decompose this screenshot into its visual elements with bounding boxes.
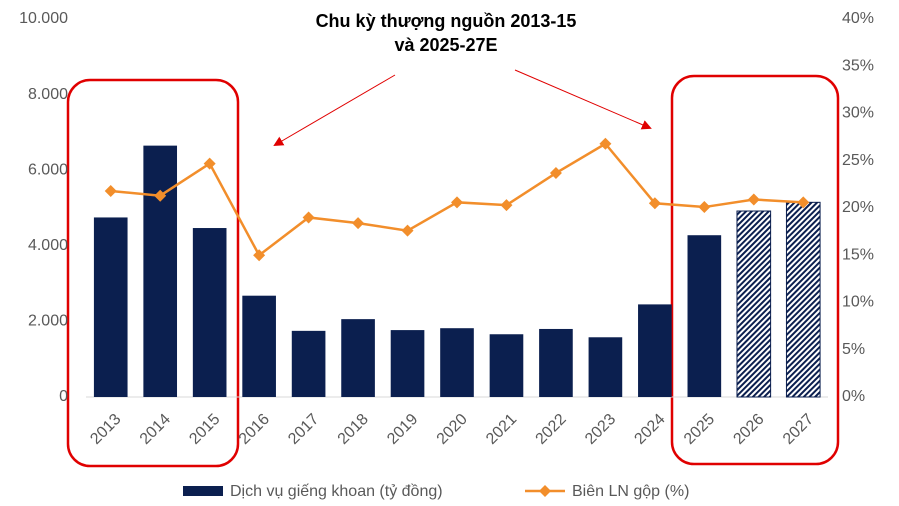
line-marker — [352, 217, 365, 230]
x-tick-label: 2015 — [186, 411, 223, 448]
y2-tick-label: 5% — [842, 341, 865, 358]
line-marker — [302, 211, 315, 224]
x-tick-label: 2020 — [434, 411, 471, 448]
line-marker — [648, 197, 661, 210]
bar — [242, 295, 276, 397]
x-tick-label: 2017 — [285, 411, 322, 448]
line-marker — [698, 201, 711, 214]
y-tick-label: 2.000 — [28, 313, 68, 330]
x-tick-label: 2021 — [483, 411, 520, 448]
x-tick-label: 2013 — [87, 411, 124, 448]
line-marker — [797, 196, 810, 209]
bar — [588, 337, 623, 397]
x-tick-label: 2026 — [730, 411, 767, 448]
bar — [143, 145, 178, 397]
legend-label: Dịch vụ giếng khoan (tỷ đồng) — [230, 483, 443, 500]
y2-tick-label: 10% — [842, 294, 874, 311]
bar — [192, 228, 227, 397]
y-tick-label: 4.000 — [28, 237, 68, 254]
y2-tick-label: 40% — [842, 10, 874, 27]
line-marker — [104, 184, 117, 197]
x-tick-label: 2025 — [681, 411, 718, 448]
bar — [638, 304, 672, 397]
line-marker — [451, 196, 463, 209]
x-tick-label: 2018 — [335, 411, 372, 448]
x-tick-label: 2024 — [631, 411, 668, 448]
y2-tick-label: 20% — [842, 199, 874, 216]
line-marker — [599, 137, 612, 150]
highlight-box — [66, 78, 240, 468]
annotation: Chu kỳ thượng nguồn 2013-15 — [316, 11, 577, 31]
x-tick-label: 2019 — [384, 411, 421, 448]
bar — [687, 235, 722, 397]
line-marker — [500, 199, 513, 212]
x-tick-label: 2014 — [137, 411, 174, 448]
bar — [440, 328, 474, 397]
bar — [291, 330, 326, 397]
y2-tick-label: 25% — [842, 152, 874, 169]
annotation: và 2025-27E — [394, 35, 497, 55]
legend-label: Biên LN gộp (%) — [572, 483, 689, 500]
line-marker — [747, 193, 760, 206]
bar — [93, 217, 128, 397]
y-tick-label: 10.000 — [19, 10, 68, 27]
bar — [539, 328, 573, 397]
line-marker — [401, 224, 414, 237]
highlight-box — [670, 74, 840, 466]
line-marker — [549, 167, 562, 180]
line-marker — [203, 157, 216, 170]
legend-swatch — [539, 485, 551, 497]
bar — [785, 201, 821, 398]
y2-tick-label: 0% — [842, 388, 865, 405]
y2-tick-label: 35% — [842, 57, 874, 74]
bar — [390, 330, 425, 397]
y-tick-label: 0 — [59, 388, 68, 405]
y2-tick-label: 30% — [842, 105, 874, 122]
bar — [341, 319, 375, 397]
x-tick-label: 2027 — [780, 411, 817, 448]
y-tick-label: 8.000 — [28, 86, 68, 103]
x-tick-label: 2016 — [236, 411, 273, 448]
x-tick-label: 2022 — [533, 411, 570, 448]
y-tick-label: 6.000 — [28, 161, 68, 178]
bar — [736, 210, 772, 398]
bar — [489, 334, 524, 397]
legend-swatch — [183, 486, 223, 496]
arrow — [273, 74, 396, 147]
y2-tick-label: 15% — [842, 246, 874, 263]
arrow — [514, 69, 652, 130]
line-marker — [253, 249, 266, 262]
x-tick-label: 2023 — [582, 411, 619, 448]
line-marker — [154, 189, 167, 202]
